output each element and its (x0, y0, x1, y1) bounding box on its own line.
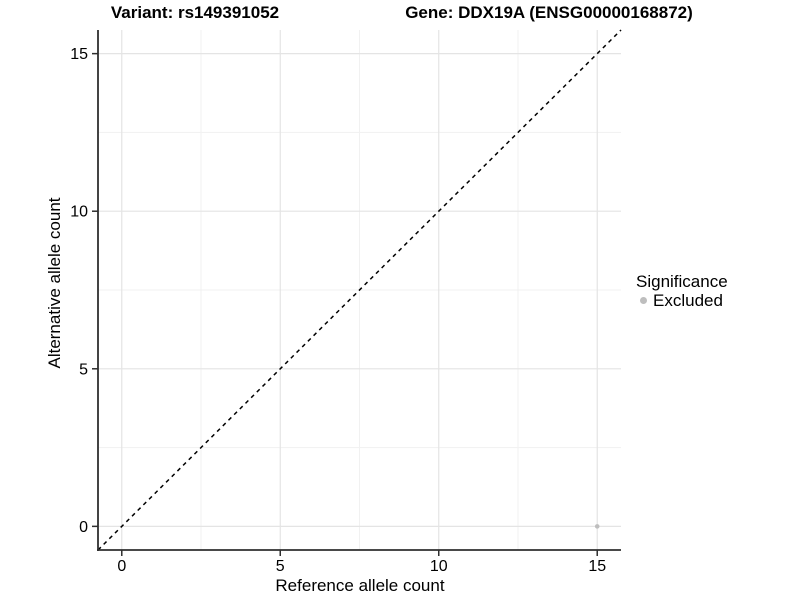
plot-title-variant: Variant: rs149391052 (110, 3, 280, 22)
y-tick-label: 10 (70, 204, 88, 221)
legend: Significance Excluded (636, 272, 728, 310)
legend-item-label: Excluded (653, 291, 723, 310)
y-tick-label: 15 (70, 46, 88, 63)
identity-dashed-line (97, 29, 622, 551)
x-tick-label: 15 (588, 558, 606, 575)
legend-point-icon (640, 297, 647, 304)
x-tick-label: 0 (117, 558, 126, 575)
y-axis-title: Alternative allele count (45, 197, 64, 369)
x-tick-label: 10 (430, 558, 448, 575)
legend-title: Significance (636, 272, 728, 291)
x-tick-label: 5 (276, 558, 285, 575)
data-point-excluded (594, 524, 600, 529)
y-tick-label: 0 (79, 519, 88, 536)
x-axis-title: Reference allele count (275, 576, 445, 595)
y-tick-label: 5 (79, 361, 88, 378)
legend-item-excluded: Excluded (636, 291, 728, 310)
plot-title-gene: Gene: DDX19A (ENSG00000168872) (405, 3, 693, 22)
